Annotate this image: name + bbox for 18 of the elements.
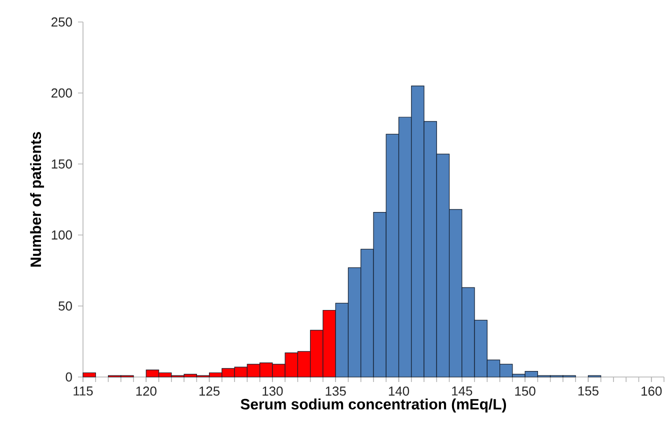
y-tick-label: 250 (52, 17, 72, 27)
x-tick-label: 135 (326, 386, 346, 396)
y-tick-label: 0 (66, 372, 72, 382)
x-tick-label: 155 (578, 386, 598, 396)
x-tick-label: 160 (642, 386, 662, 396)
y-tick-label: 50 (58, 301, 72, 311)
x-tick-label: 145 (452, 386, 472, 396)
y-tick-label: 150 (52, 159, 72, 169)
x-tick-label: 130 (262, 386, 283, 396)
y-tick-label: 100 (52, 230, 72, 240)
y-tick-label: 200 (52, 88, 72, 98)
x-tick-label: 120 (136, 386, 156, 396)
x-tick-label: 140 (388, 386, 410, 396)
y-axis-title: Number of patients (30, 132, 44, 267)
x-tick-label: 150 (515, 386, 536, 396)
x-axis-title: Serum sodium concentration (mEq/L) (240, 398, 506, 412)
x-tick-label: 125 (199, 386, 220, 396)
x-tick-label: 115 (74, 386, 93, 396)
